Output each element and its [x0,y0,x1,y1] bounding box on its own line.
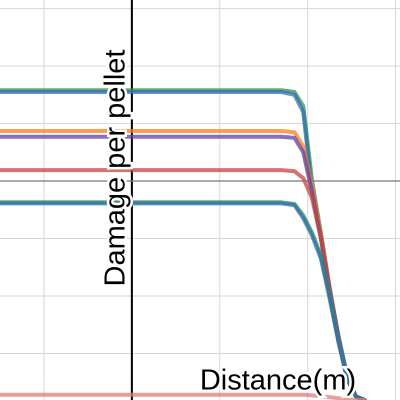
y-axis-label: Damage per pellet [100,50,132,287]
curve [0,201,367,400]
x-axis-label: Distance(m) [200,365,356,397]
curve [0,134,367,400]
